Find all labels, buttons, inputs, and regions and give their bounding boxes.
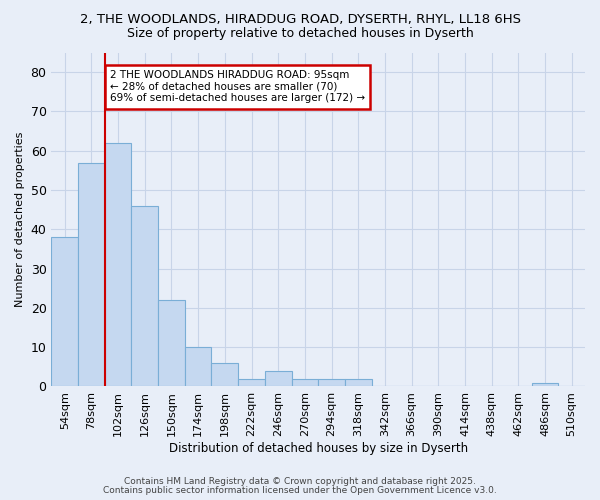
Bar <box>211 363 238 386</box>
X-axis label: Distribution of detached houses by size in Dyserth: Distribution of detached houses by size … <box>169 442 468 455</box>
Bar <box>532 382 559 386</box>
Bar <box>131 206 158 386</box>
Bar <box>238 378 265 386</box>
Bar <box>265 370 292 386</box>
Y-axis label: Number of detached properties: Number of detached properties <box>15 132 25 307</box>
Text: Contains HM Land Registry data © Crown copyright and database right 2025.: Contains HM Land Registry data © Crown c… <box>124 477 476 486</box>
Bar <box>52 237 78 386</box>
Bar <box>105 143 131 386</box>
Bar <box>292 378 318 386</box>
Bar <box>78 162 105 386</box>
Bar <box>345 378 371 386</box>
Bar <box>158 300 185 386</box>
Bar <box>185 347 211 387</box>
Text: 2, THE WOODLANDS, HIRADDUG ROAD, DYSERTH, RHYL, LL18 6HS: 2, THE WOODLANDS, HIRADDUG ROAD, DYSERTH… <box>79 12 521 26</box>
Bar <box>318 378 345 386</box>
Text: Size of property relative to detached houses in Dyserth: Size of property relative to detached ho… <box>127 28 473 40</box>
Text: Contains public sector information licensed under the Open Government Licence v3: Contains public sector information licen… <box>103 486 497 495</box>
Text: 2 THE WOODLANDS HIRADDUG ROAD: 95sqm
← 28% of detached houses are smaller (70)
6: 2 THE WOODLANDS HIRADDUG ROAD: 95sqm ← 2… <box>110 70 365 103</box>
